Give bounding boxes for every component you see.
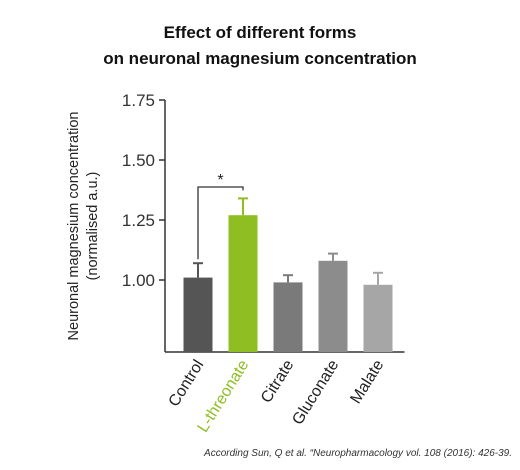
bar (228, 215, 258, 352)
x-tick-label: Malate (348, 357, 388, 407)
significance-marker: * (217, 172, 223, 189)
chart-title: Effect of different forms on neuronal ma… (0, 20, 520, 72)
y-tick-label: 1.00 (122, 271, 155, 290)
x-tick-label: Citrate (258, 357, 297, 406)
y-tick-label: 1.25 (122, 211, 155, 230)
source-citation: According Sun, Q et al. “Neuropharmacolo… (204, 448, 512, 459)
y-axis-label: Neuronal magnesium concentration (66, 112, 82, 341)
significance-bracket (197, 186, 244, 260)
x-tick-label: Control (166, 357, 208, 410)
chart-title-line-2: on neuronal magnesium concentration (103, 49, 417, 68)
y-axis-label: (normalised a.u.) (85, 172, 101, 281)
y-tick-label: 1.50 (122, 151, 155, 170)
chart-title-line-1: Effect of different forms (163, 23, 357, 42)
y-tick-label: 1.75 (122, 91, 155, 110)
bar (318, 260, 348, 352)
bar (183, 277, 213, 352)
bar (273, 282, 303, 352)
x-tick-label: Gluconate (289, 357, 342, 428)
bar (363, 284, 393, 352)
